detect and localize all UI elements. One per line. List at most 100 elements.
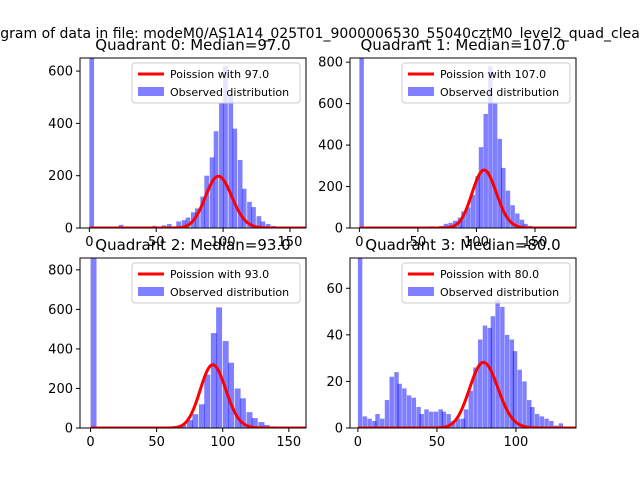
legend-label-observed: Observed distribution — [170, 286, 289, 299]
x-tick-label: 100 — [211, 235, 236, 250]
y-tick-label: 0 — [65, 422, 73, 437]
histogram-bar — [460, 418, 466, 428]
histogram-bar — [251, 207, 256, 228]
histogram-bar — [210, 333, 217, 428]
subplot-title: Quadrant 2: Median=93.0 — [95, 236, 290, 254]
histogram-bar — [204, 175, 210, 228]
histogram-bar — [181, 220, 187, 228]
x-tick-label: 100 — [210, 435, 235, 450]
histogram-bar — [446, 414, 451, 428]
histogram-bar — [527, 400, 532, 428]
histogram-bar — [384, 400, 390, 428]
subplot-title: Quadrant 0: Median=97.0 — [95, 36, 290, 54]
y-tick-label: 600 — [48, 65, 73, 80]
histogram-bar — [448, 222, 453, 228]
legend: Poission with 97.0 Observed distribution — [131, 62, 301, 104]
histogram-bar — [228, 362, 234, 428]
y-tick-label: 200 — [48, 382, 73, 397]
histogram-bar — [468, 390, 473, 428]
legend-label-observed: Observed distribution — [440, 86, 559, 99]
histogram-bar — [232, 128, 238, 228]
histogram-bar — [195, 208, 200, 228]
y-tick-label: 800 — [318, 56, 343, 71]
legend-bar-swatch — [408, 287, 434, 296]
histogram-bar — [504, 334, 510, 428]
histogram-bar — [487, 327, 492, 428]
histogram-bar — [166, 224, 172, 228]
histogram-bar — [90, 258, 97, 428]
histogram-bar — [470, 194, 476, 228]
histogram-bar — [176, 221, 181, 228]
histogram-bar — [416, 407, 421, 428]
histogram-bar — [204, 374, 211, 428]
y-tick-label: 60 — [326, 282, 343, 297]
histogram-bar — [241, 188, 247, 228]
legend-box — [401, 262, 571, 304]
legend: Poission with 107.0 Observed distribution — [401, 62, 571, 104]
x-tick-label: 150 — [523, 235, 548, 250]
histogram-bar — [372, 421, 377, 428]
histogram-bar — [509, 339, 515, 428]
y-tick-label: 0 — [65, 222, 73, 237]
y-tick-label: 0 — [335, 422, 343, 437]
histogram-bar — [443, 223, 449, 228]
y-tick-label: 40 — [326, 328, 343, 343]
histogram-bar — [411, 397, 417, 428]
legend-label-observed: Observed distribution — [170, 86, 289, 99]
legend-box — [131, 62, 301, 104]
histogram-bar — [478, 339, 483, 428]
histogram-bar — [549, 421, 554, 428]
legend: Poission with 80.0 Observed distribution — [401, 262, 571, 304]
histogram-bar — [505, 190, 511, 228]
histogram-bar — [492, 103, 498, 228]
x-tick-label: 0 — [86, 435, 94, 450]
x-tick-label: 50 — [410, 235, 427, 250]
subplot-title: Quadrant 3: Median=80.0 — [365, 236, 560, 254]
histogram-bar — [488, 66, 493, 228]
histogram-bar — [237, 160, 243, 228]
histogram-bar — [367, 418, 372, 428]
histogram-bar — [228, 94, 234, 228]
histogram-bar — [234, 388, 241, 428]
x-tick-label: 50 — [429, 435, 446, 450]
histogram-bar — [357, 258, 363, 428]
histogram-bar — [185, 217, 191, 228]
legend-bar-swatch — [138, 287, 164, 296]
histogram-bar — [497, 138, 502, 228]
y-tick-label: 20 — [326, 375, 343, 390]
histogram-bar — [180, 425, 187, 428]
histogram-bar — [523, 223, 528, 228]
y-tick-label: 400 — [48, 342, 73, 357]
histogram-bar — [478, 147, 484, 228]
axes-frame — [79, 257, 307, 429]
histogram-bar — [463, 409, 469, 428]
histogram-bar — [519, 219, 525, 228]
axes-frame — [349, 257, 577, 429]
subplot-title: Quadrant 1: Median=107.0 — [361, 36, 566, 54]
histogram-bar — [89, 58, 95, 228]
x-tick-label: 0 — [355, 235, 363, 250]
histogram-bar — [187, 420, 193, 428]
subplot-quadrant-1: 0 50 100 150 0 200 400 600 800 Quadrant 1: Median… — [318, 36, 577, 250]
figure-suptitle: Histogram of data in file: modeM0/AS1A14… — [0, 26, 640, 42]
histogram-bar — [200, 196, 206, 228]
histogram-bar — [222, 341, 229, 428]
histogram-bar — [118, 224, 124, 228]
legend-label-poisson: Poission with 97.0 — [170, 68, 269, 81]
histogram-bar — [438, 409, 443, 428]
y-tick-label: 200 — [318, 180, 343, 195]
x-tick-label: 0 — [354, 435, 362, 450]
legend-box — [401, 62, 571, 104]
histogram-bar — [359, 58, 364, 228]
histogram-bar — [258, 422, 265, 428]
x-tick-label: 50 — [148, 435, 165, 450]
y-tick-label: 400 — [48, 117, 73, 132]
histogram-bar — [475, 176, 480, 228]
legend-bar-swatch — [408, 87, 434, 96]
legend-box — [131, 262, 301, 304]
histogram-bar — [461, 211, 466, 228]
histogram-bar — [515, 213, 520, 228]
histogram-bar — [247, 201, 252, 228]
